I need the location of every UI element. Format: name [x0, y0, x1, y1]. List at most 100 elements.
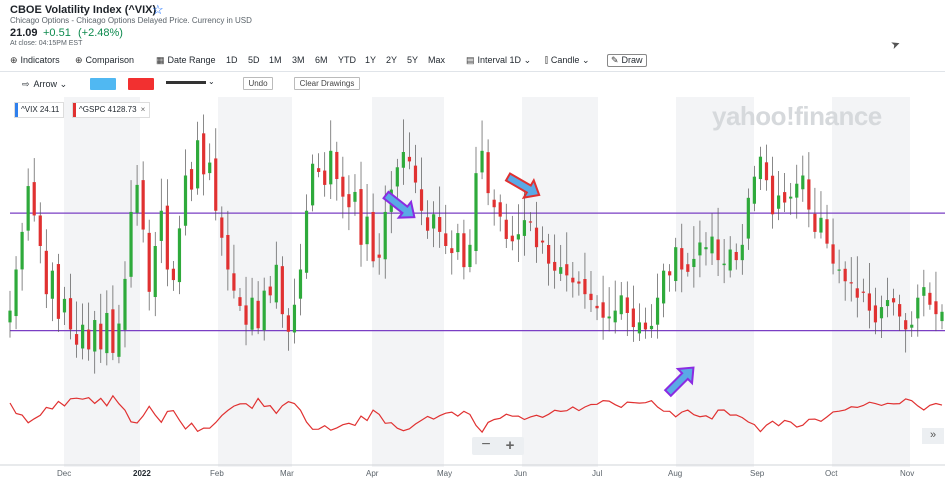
- vix-candle: [783, 192, 787, 203]
- vix-candle: [710, 236, 714, 254]
- vix-candle: [413, 165, 418, 183]
- vix-candle: [674, 247, 678, 282]
- vix-candle: [940, 311, 944, 322]
- indicators-button[interactable]: ⊕ Indicators: [10, 55, 60, 66]
- page-title: CBOE Volatility Index (^VIX): [10, 4, 157, 16]
- x-axis-label: May: [437, 469, 453, 478]
- zoom-in-button[interactable]: +: [505, 437, 515, 454]
- vix-candle: [698, 242, 702, 256]
- clear-drawings-button[interactable]: Clear Drawings: [294, 77, 360, 90]
- zoom-out-button[interactable]: −: [481, 436, 491, 453]
- calendar-icon: ▦: [156, 55, 165, 65]
- remove-comparison-icon[interactable]: ×: [140, 105, 146, 114]
- line-color-swatch[interactable]: [128, 78, 154, 90]
- vix-candle: [8, 310, 12, 323]
- vix-candle: [898, 304, 902, 317]
- vix-candle: [722, 263, 726, 266]
- undo-button[interactable]: Undo: [243, 77, 273, 90]
- vix-candle: [595, 305, 599, 309]
- range-2y[interactable]: 2Y: [386, 55, 398, 65]
- vix-candle: [38, 215, 42, 246]
- range-6m[interactable]: 6M: [315, 55, 328, 65]
- chart-type-dropdown[interactable]: ⫿ Candle ⌄: [545, 55, 589, 66]
- vix-candle: [383, 211, 387, 260]
- vix-candle: [565, 264, 569, 276]
- plus-circle-icon: ⊕: [10, 55, 18, 65]
- vix-candle: [341, 176, 345, 197]
- vix-candle: [238, 297, 242, 306]
- arrow-tool-dropdown[interactable]: ⇨ Arrow ⌄: [22, 79, 67, 90]
- interval-label: Interval: [477, 55, 508, 65]
- vix-candle: [395, 167, 399, 187]
- vix-candle: [81, 324, 85, 349]
- vix-candle: [928, 292, 932, 305]
- vix-candle: [534, 227, 539, 248]
- vix-candle: [922, 287, 926, 296]
- vix-candle: [377, 254, 381, 258]
- vix-candle: [262, 290, 266, 331]
- vix-candle: [879, 307, 884, 319]
- gspc-line: [9, 394, 943, 434]
- vix-candle: [450, 248, 454, 254]
- vix-candle: [547, 244, 551, 264]
- annotation-arrow-jun: [504, 172, 541, 200]
- month-band: [372, 97, 444, 467]
- vix-candle: [795, 183, 799, 198]
- month-band: [64, 97, 140, 467]
- vix-candle: [825, 219, 829, 244]
- vix-candle: [904, 320, 908, 330]
- vix-candle: [498, 202, 502, 217]
- vix-candle: [323, 170, 327, 185]
- vix-candle: [583, 279, 587, 295]
- range-1m[interactable]: 1M: [269, 55, 282, 65]
- comparison-button[interactable]: ⊕ Comparison: [75, 55, 134, 66]
- zoom-controls: − +: [472, 437, 524, 455]
- vix-candle: [371, 211, 375, 262]
- vix-candle: [329, 150, 333, 185]
- range-ytd[interactable]: YTD: [338, 55, 356, 65]
- vix-candle: [776, 195, 781, 209]
- legend-gspc[interactable]: ^GSPC 4128.73 ×: [72, 102, 151, 118]
- vix-candle: [105, 312, 109, 354]
- vix-candle: [819, 217, 823, 233]
- vix-candle: [686, 264, 690, 272]
- vix-candle: [419, 189, 424, 211]
- vix-candle: [577, 281, 581, 284]
- line-style-dropdown[interactable]: ⌄: [166, 77, 215, 89]
- legend-vix[interactable]: ^VIX 24.11: [14, 102, 65, 118]
- vix-candle: [504, 219, 508, 239]
- exchange-subtitle: Chicago Options - Chicago Options Delaye…: [10, 16, 252, 25]
- vix-candle: [425, 217, 430, 231]
- candle-icon: ⫿: [545, 55, 548, 65]
- vix-candle: [649, 325, 654, 330]
- range-1d[interactable]: 1D: [226, 55, 238, 65]
- watchlist-star-icon[interactable]: ☆: [152, 2, 164, 17]
- range-max[interactable]: Max: [428, 55, 446, 65]
- vix-candle: [855, 288, 859, 298]
- vix-candle: [916, 297, 920, 319]
- x-axis-label: Jun: [514, 469, 527, 478]
- month-band: [218, 97, 292, 467]
- range-5y[interactable]: 5Y: [407, 55, 419, 65]
- vix-candle: [716, 239, 720, 261]
- fill-color-swatch[interactable]: [90, 78, 116, 90]
- draw-button[interactable]: ✎ Draw: [607, 54, 647, 67]
- range-3m[interactable]: 3M: [292, 55, 305, 65]
- range-5d[interactable]: 5D: [248, 55, 260, 65]
- chart-type-label: Candle: [550, 55, 580, 65]
- vix-candle: [165, 205, 169, 270]
- chevron-down-icon: ⌄: [581, 55, 590, 65]
- vix-candle: [789, 196, 793, 199]
- vix-candle: [891, 298, 896, 303]
- vix-candle: [171, 268, 176, 281]
- vix-candle: [26, 186, 30, 231]
- date-range-button[interactable]: ▦ Date Range: [156, 55, 216, 66]
- vix-candle: [613, 310, 617, 323]
- vix-candle: [14, 269, 18, 317]
- range-1y[interactable]: 1Y: [365, 55, 377, 65]
- vix-candle: [123, 278, 127, 330]
- scroll-right-button[interactable]: »: [922, 428, 944, 444]
- price-chart[interactable]: [0, 97, 945, 467]
- interval-dropdown[interactable]: ▤ Interval 1D ⌄: [466, 55, 531, 66]
- current-price: 21.09: [10, 27, 38, 39]
